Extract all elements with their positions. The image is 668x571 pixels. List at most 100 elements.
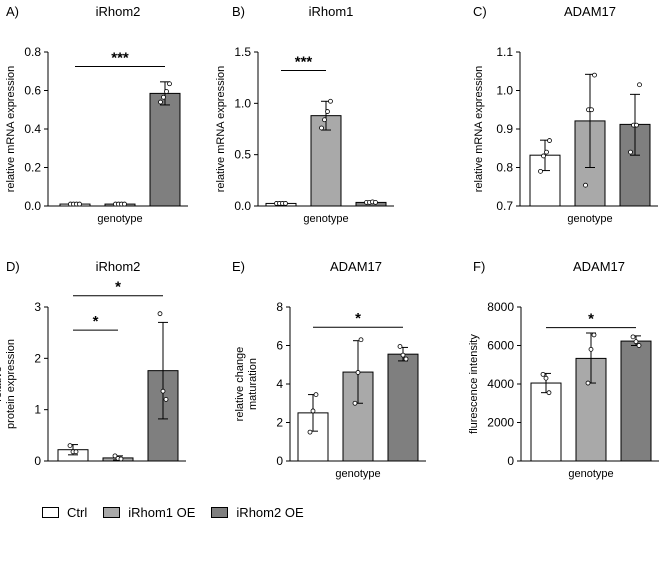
chart-title: iRhom1 [309, 4, 354, 19]
data-point [164, 89, 169, 94]
y-tick-label: 1 [34, 403, 41, 417]
significance-label: * [115, 279, 121, 296]
y-tick-label: 0.6 [24, 84, 41, 98]
legend-label-ctrl: Ctrl [67, 505, 88, 520]
chart-title: ADAM17 [573, 259, 625, 274]
data-point [630, 334, 636, 340]
bar-ctrl [530, 382, 562, 462]
legend: Ctrl iRhom1 OE iRhom2 OE [42, 505, 320, 520]
y-tick-label: 8000 [487, 300, 514, 314]
chart-title: iRhom2 [96, 4, 141, 19]
y-tick-label: 1.5 [234, 45, 251, 59]
y-tick-label: 2 [276, 416, 283, 430]
panel-b: B) iRhom1 0.0 0.5 1.0 1.5 relative mRNA expres… [215, 4, 394, 225]
data-point [67, 443, 73, 449]
y-tick-label: 4000 [487, 377, 514, 391]
y-tick-label: 0 [276, 454, 283, 468]
panel-d: D) iRhom2 0 1 2 3 relative protein expression * * [0, 259, 186, 468]
x-axis-label: genotype [568, 468, 613, 480]
data-point [591, 332, 597, 338]
data-point [160, 388, 166, 394]
y-tick-label: 2000 [487, 416, 514, 430]
legend-swatch-irhom1-oe [103, 507, 121, 518]
data-point [355, 370, 361, 375]
y-tick-label: 0 [34, 454, 41, 468]
data-point [585, 380, 591, 386]
data-point [158, 99, 163, 105]
data-point [589, 107, 594, 113]
y-tick-label: 0.0 [24, 199, 41, 213]
x-axis-label: genotype [97, 213, 142, 225]
y-tick-label: 0.9 [496, 122, 513, 136]
significance-label: * [93, 313, 99, 330]
data-point [544, 149, 549, 155]
y-tick-label: 3 [34, 300, 41, 314]
y-axis-label: maturation [247, 358, 259, 410]
data-point [397, 344, 403, 349]
legend-item-ctrl: Ctrl [42, 505, 87, 520]
x-axis-label: genotype [335, 468, 380, 480]
chart-title: iRhom2 [96, 259, 141, 274]
data-point [400, 352, 406, 358]
data-point [588, 346, 594, 352]
data-point [328, 98, 333, 104]
y-tick-label: 0.7 [496, 199, 513, 213]
panel-c: C) ADAM17 0.7 0.8 0.9 1.0 1.1 relative mRNA exp… [473, 4, 658, 225]
data-point [538, 168, 543, 174]
panel-f: F) ADAM17 0 2000 4000 6000 8000 flurescence int… [468, 259, 659, 480]
data-point [167, 81, 172, 87]
data-point [157, 311, 163, 317]
y-axis-label: relative change [234, 347, 246, 422]
data-point [636, 343, 642, 348]
y-axis-label: relative [0, 366, 4, 401]
y-tick-label: 6000 [487, 339, 514, 353]
data-point [358, 337, 364, 343]
data-point [547, 138, 552, 143]
y-tick-label: 1.0 [234, 96, 251, 110]
panel-e: E) ADAM17 0 2 4 6 8 relative change maturation ge… [232, 259, 426, 480]
panel-label: C) [473, 4, 487, 19]
y-axis-label: flurescence intensity [468, 334, 480, 434]
y-tick-label: 0.5 [234, 148, 251, 162]
data-point [637, 82, 642, 88]
y-tick-label: 0.2 [24, 161, 41, 175]
panel-label: D) [6, 259, 20, 274]
y-tick-label: 1.1 [496, 45, 513, 59]
legend-label-irhom2-oe: iRhom2 OE [236, 505, 304, 520]
y-tick-label: 0 [507, 454, 514, 468]
panel-label: E) [232, 259, 245, 274]
x-axis-label: genotype [303, 213, 348, 225]
chart-title: ADAM17 [564, 4, 616, 19]
data-point [73, 449, 79, 455]
data-point [592, 72, 597, 78]
data-point [583, 182, 588, 188]
y-tick-label: 2 [34, 351, 41, 365]
data-point [307, 429, 313, 435]
significance-label: *** [111, 49, 129, 66]
data-point [122, 201, 127, 207]
data-point [628, 149, 633, 155]
data-point [283, 201, 288, 206]
bar-irhom1-oe [310, 115, 342, 207]
legend-swatch-irhom2-oe [211, 507, 229, 518]
legend-item-irhom1-oe: iRhom1 OE [103, 505, 195, 520]
data-point [541, 153, 546, 159]
data-point [313, 392, 319, 397]
y-tick-label: 0.8 [496, 161, 513, 175]
data-point [77, 201, 82, 207]
significance-label: * [355, 310, 361, 327]
panel-a: A) iRhom2 0.0 0.2 0.4 0.6 0.8 relative mRNA exp… [5, 4, 188, 225]
data-point [118, 456, 124, 462]
significance-label: *** [295, 53, 313, 70]
data-point [319, 125, 324, 131]
data-point [543, 375, 549, 381]
y-axis-label: relative mRNA expression [215, 66, 227, 193]
y-tick-label: 6 [276, 339, 283, 353]
x-axis-label: genotype [567, 213, 612, 225]
significance-label: * [588, 311, 594, 328]
panel-label: A) [6, 4, 19, 19]
y-tick-label: 8 [276, 300, 283, 314]
y-tick-label: 0.4 [24, 122, 41, 136]
panel-label: F) [473, 259, 485, 274]
data-point [373, 200, 378, 205]
